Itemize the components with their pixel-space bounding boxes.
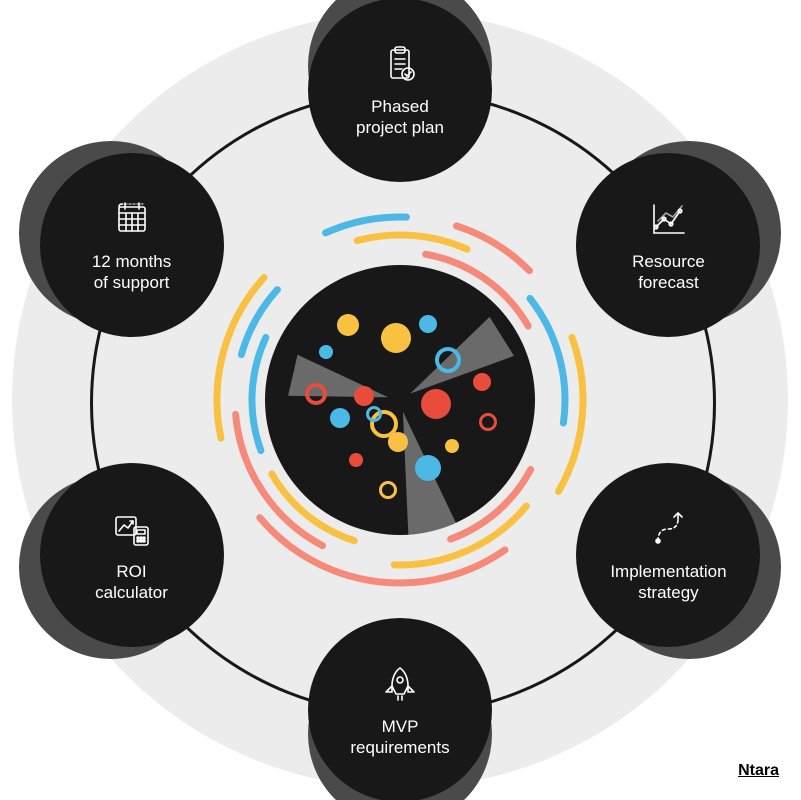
node-impl-strategy: Implementationstrategy xyxy=(576,463,760,647)
rocket-icon xyxy=(378,662,422,706)
node-label-line2: of support xyxy=(94,272,170,293)
node-label-line2: project plan xyxy=(356,117,444,138)
calendar-icon xyxy=(110,197,154,241)
infographic-stage: Phasedproject plan Resourceforecast Implem… xyxy=(0,0,801,800)
chart-calc-icon xyxy=(110,507,154,551)
node-label-line1: Phased xyxy=(371,96,429,117)
node-resource-forecast: Resourceforecast xyxy=(576,153,760,337)
node-mvp-req: MVPrequirements xyxy=(308,618,492,800)
node-label-line1: Implementation xyxy=(610,561,726,582)
node-label-line1: MVP xyxy=(382,716,419,737)
node-phased-plan: Phasedproject plan xyxy=(308,0,492,182)
node-label-line2: forecast xyxy=(638,272,698,293)
node-label-line2: requirements xyxy=(350,737,449,758)
node-label-line1: Resource xyxy=(632,251,705,272)
clipboard-check-icon xyxy=(378,42,422,86)
node-roi-calc: ROIcalculator xyxy=(40,463,224,647)
brand-label: Ntara xyxy=(738,762,779,780)
node-support-12: 12 monthsof support xyxy=(40,153,224,337)
node-label-line1: ROI xyxy=(116,561,146,582)
line-chart-icon xyxy=(646,197,690,241)
node-label-line1: 12 months xyxy=(92,251,171,272)
path-arrow-icon xyxy=(646,507,690,551)
node-label-line2: calculator xyxy=(95,582,168,603)
node-label-line2: strategy xyxy=(638,582,698,603)
